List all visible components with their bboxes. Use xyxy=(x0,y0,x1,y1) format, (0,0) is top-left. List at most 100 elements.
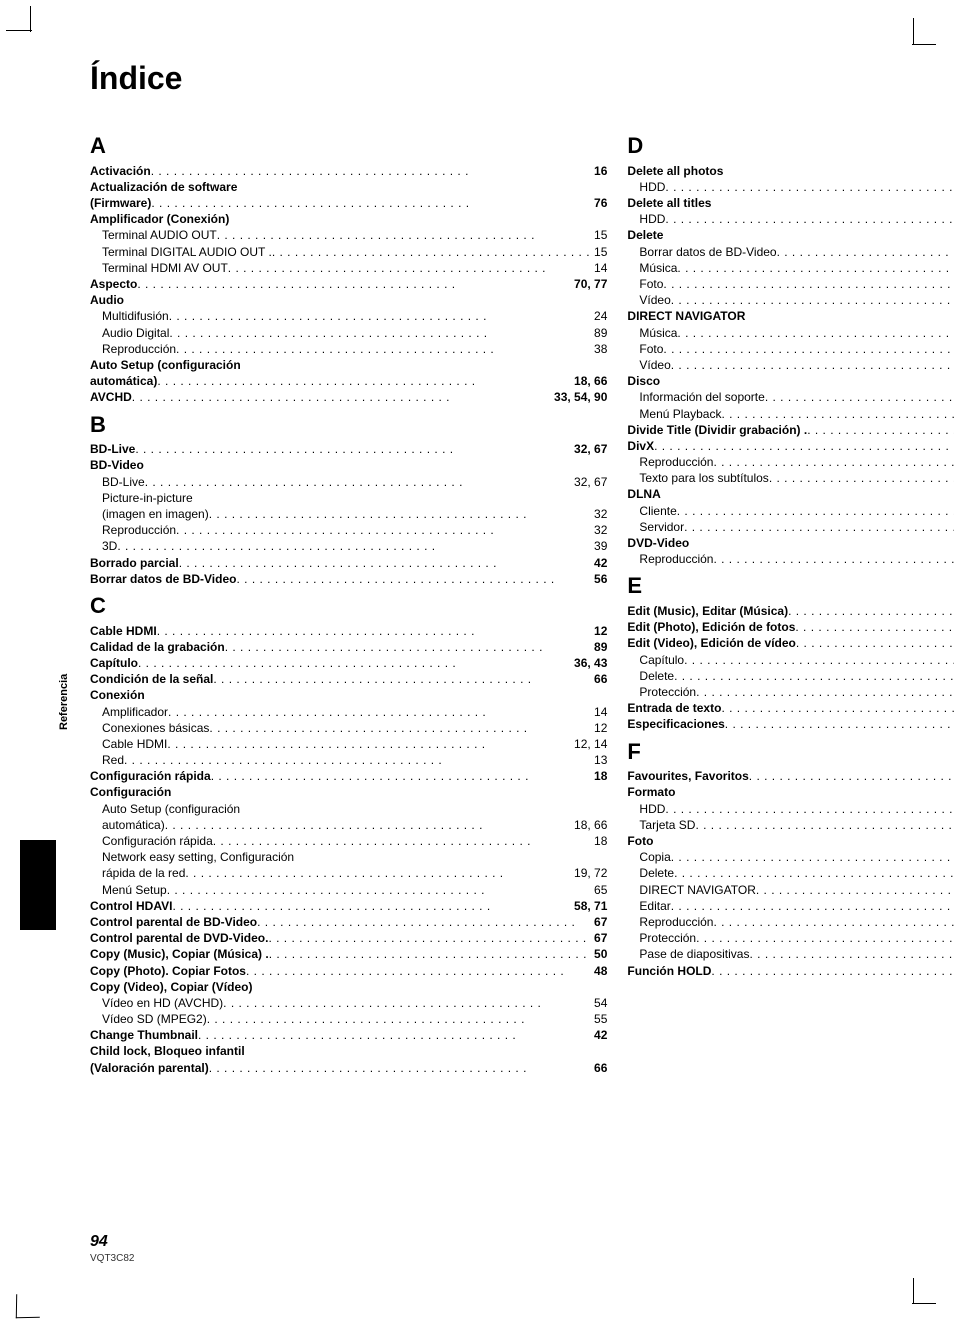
index-entry: Conexión xyxy=(90,687,607,703)
index-entry: Vídeo en HD (AVCHD)54 xyxy=(90,995,607,1011)
index-entry: Delete40, 41 xyxy=(627,668,954,684)
index-entry: Música51 xyxy=(627,325,954,341)
page-footer: 94 VQT3C82 xyxy=(90,1233,134,1264)
index-entry: Foto44 xyxy=(627,341,954,357)
index-entry: Función HOLD16 xyxy=(627,963,954,979)
index-entry: Copia48 xyxy=(627,849,954,865)
index-entry: Aspecto70, 77 xyxy=(90,276,607,292)
index-entry: Borrar datos de BD-Video56 xyxy=(90,571,607,587)
index-entry: Reproducción32 xyxy=(627,551,954,567)
index-entry: Entrada de texto64 xyxy=(627,700,954,716)
index-entry: Edit (Photo), Edición de fotos46 xyxy=(627,619,954,635)
index-entry: Configuración rápida18 xyxy=(90,833,607,849)
index-entry: Información del soporte6 xyxy=(627,389,954,405)
index-entry: Control parental de BD-Video67 xyxy=(90,914,607,930)
index-entry: Protección47 xyxy=(627,930,954,946)
index-entry: Auto Setup (configuración xyxy=(90,357,607,373)
index-entry: Configuración rápida18 xyxy=(90,768,607,784)
index-entry: Formato xyxy=(627,784,954,800)
index-entry: Copy (Music), Copiar (Música) .50 xyxy=(90,946,607,962)
index-entry: Picture-in-picture xyxy=(90,490,607,506)
index-entry: HDD68 xyxy=(627,801,954,817)
index-entry: Audio Digital89 xyxy=(90,325,607,341)
index-entry: Cable HDMI12, 14 xyxy=(90,736,607,752)
index-entry: Delete47 xyxy=(627,865,954,881)
side-tab xyxy=(20,840,56,930)
index-entry: Amplificador14 xyxy=(90,704,607,720)
index-entry: Reproducción44 xyxy=(627,914,954,930)
index-entry: Actualización de software xyxy=(90,179,607,195)
index-entry: Multidifusión24 xyxy=(90,308,607,324)
index-entry: BD-Live32, 67 xyxy=(90,441,607,457)
index-entry: DVD-Video xyxy=(627,535,954,551)
index-entry: Auto Setup (configuración xyxy=(90,801,607,817)
index-letter: F xyxy=(627,737,954,767)
index-entry: Capítulo36, 43 xyxy=(627,652,954,668)
index-entry: Edit (Video), Edición de vídeo41 xyxy=(627,635,954,651)
index-entry: Calidad de la grabación89 xyxy=(90,639,607,655)
index-entry: DIRECT NAVIGATOR44 xyxy=(627,882,954,898)
page-number: 94 xyxy=(90,1233,134,1251)
index-entry: Editar46 xyxy=(627,898,954,914)
index-entry: (Valoración parental)66 xyxy=(90,1060,607,1076)
index-entry: DivX85, 90 xyxy=(627,438,954,454)
index-entry: Menú Setup65 xyxy=(90,882,607,898)
index-entry: Condición de la señal66 xyxy=(90,671,607,687)
index-letter: B xyxy=(90,410,607,440)
index-entry: Capítulo36, 43 xyxy=(90,655,607,671)
index-entry: rápida de la red19, 72 xyxy=(90,865,607,881)
index-entry: Delete all photos xyxy=(627,163,954,179)
index-entry: Especificaciones87 xyxy=(627,716,954,732)
index-entry: Delete xyxy=(627,227,954,243)
index-entry: HDD68 xyxy=(627,211,954,227)
index-letter: E xyxy=(627,571,954,601)
index-entry: Terminal AUDIO OUT15 xyxy=(90,227,607,243)
index-entry: Servidor60, 73 xyxy=(627,519,954,535)
index-entry: Favourites, Favoritos65 xyxy=(627,768,954,784)
index-entry: Network easy setting, Configuración xyxy=(90,849,607,865)
index-entry: (imagen en imagen)32 xyxy=(90,506,607,522)
document-id: VQT3C82 xyxy=(90,1253,134,1264)
index-entry: Delete all titles xyxy=(627,195,954,211)
index-entry: (Firmware)76 xyxy=(90,195,607,211)
index-entry: DLNA xyxy=(627,486,954,502)
index-letter: C xyxy=(90,591,607,621)
index-entry: Vídeo SD (MPEG2)55 xyxy=(90,1011,607,1027)
index-entry: Vídeo40 xyxy=(627,292,954,308)
index-entry: Terminal DIGITAL AUDIO OUT .15 xyxy=(90,244,607,260)
index-entry: Child lock, Bloqueo infantil xyxy=(90,1043,607,1059)
index-entry: Cable HDMI12 xyxy=(90,623,607,639)
index-entry: Música53 xyxy=(627,260,954,276)
index-entry: Control parental de DVD-Video.67 xyxy=(90,930,607,946)
index-entry: Divide Title (Dividir grabación) .42 xyxy=(627,422,954,438)
index-entry: Activación16 xyxy=(90,163,607,179)
index-entry: AVCHD33, 54, 90 xyxy=(90,389,607,405)
index-entry: Disco xyxy=(627,373,954,389)
index-entry: Foto47 xyxy=(627,276,954,292)
index-entry: Borrar datos de BD-Video56 xyxy=(627,244,954,260)
index-entry: Tarjeta SD56 xyxy=(627,817,954,833)
index-entry: Edit (Music), Editar (Música)53 xyxy=(627,603,954,619)
index-entry: Conexiones básicas12 xyxy=(90,720,607,736)
index-entry: Borrado parcial42 xyxy=(90,555,607,571)
index-entry: Pase de diapositivas44, 52 xyxy=(627,946,954,962)
index-entry: Reproducción38 xyxy=(90,341,607,357)
index-entry: Control HDAVI58, 71 xyxy=(90,898,607,914)
index-entry: Terminal HDMI AV OUT14 xyxy=(90,260,607,276)
index-entry: 3D39 xyxy=(90,538,607,554)
index-entry: Copy (Photo). Copiar Fotos48 xyxy=(90,963,607,979)
index-entry: Menú Playback62 xyxy=(627,406,954,422)
index-letter: D xyxy=(627,131,954,161)
index-col-1: A Activación16Actualización de software(F… xyxy=(90,127,607,1076)
index-entry: Change Thumbnail42 xyxy=(90,1027,607,1043)
side-section-label: Referencia xyxy=(58,674,70,730)
index-entry: Reproducción32 xyxy=(90,522,607,538)
index-letter: A xyxy=(90,131,607,161)
index-col-2: DDelete all photosHDD68Delete all titles… xyxy=(627,127,954,1076)
index-entry: Foto xyxy=(627,833,954,849)
index-entry: Configuración xyxy=(90,784,607,800)
index-entry: Red13 xyxy=(90,752,607,768)
index-entry: Texto para los subtítulos85 xyxy=(627,470,954,486)
page-title: Índice xyxy=(90,60,884,97)
index-entry: Reproducción33 xyxy=(627,454,954,470)
